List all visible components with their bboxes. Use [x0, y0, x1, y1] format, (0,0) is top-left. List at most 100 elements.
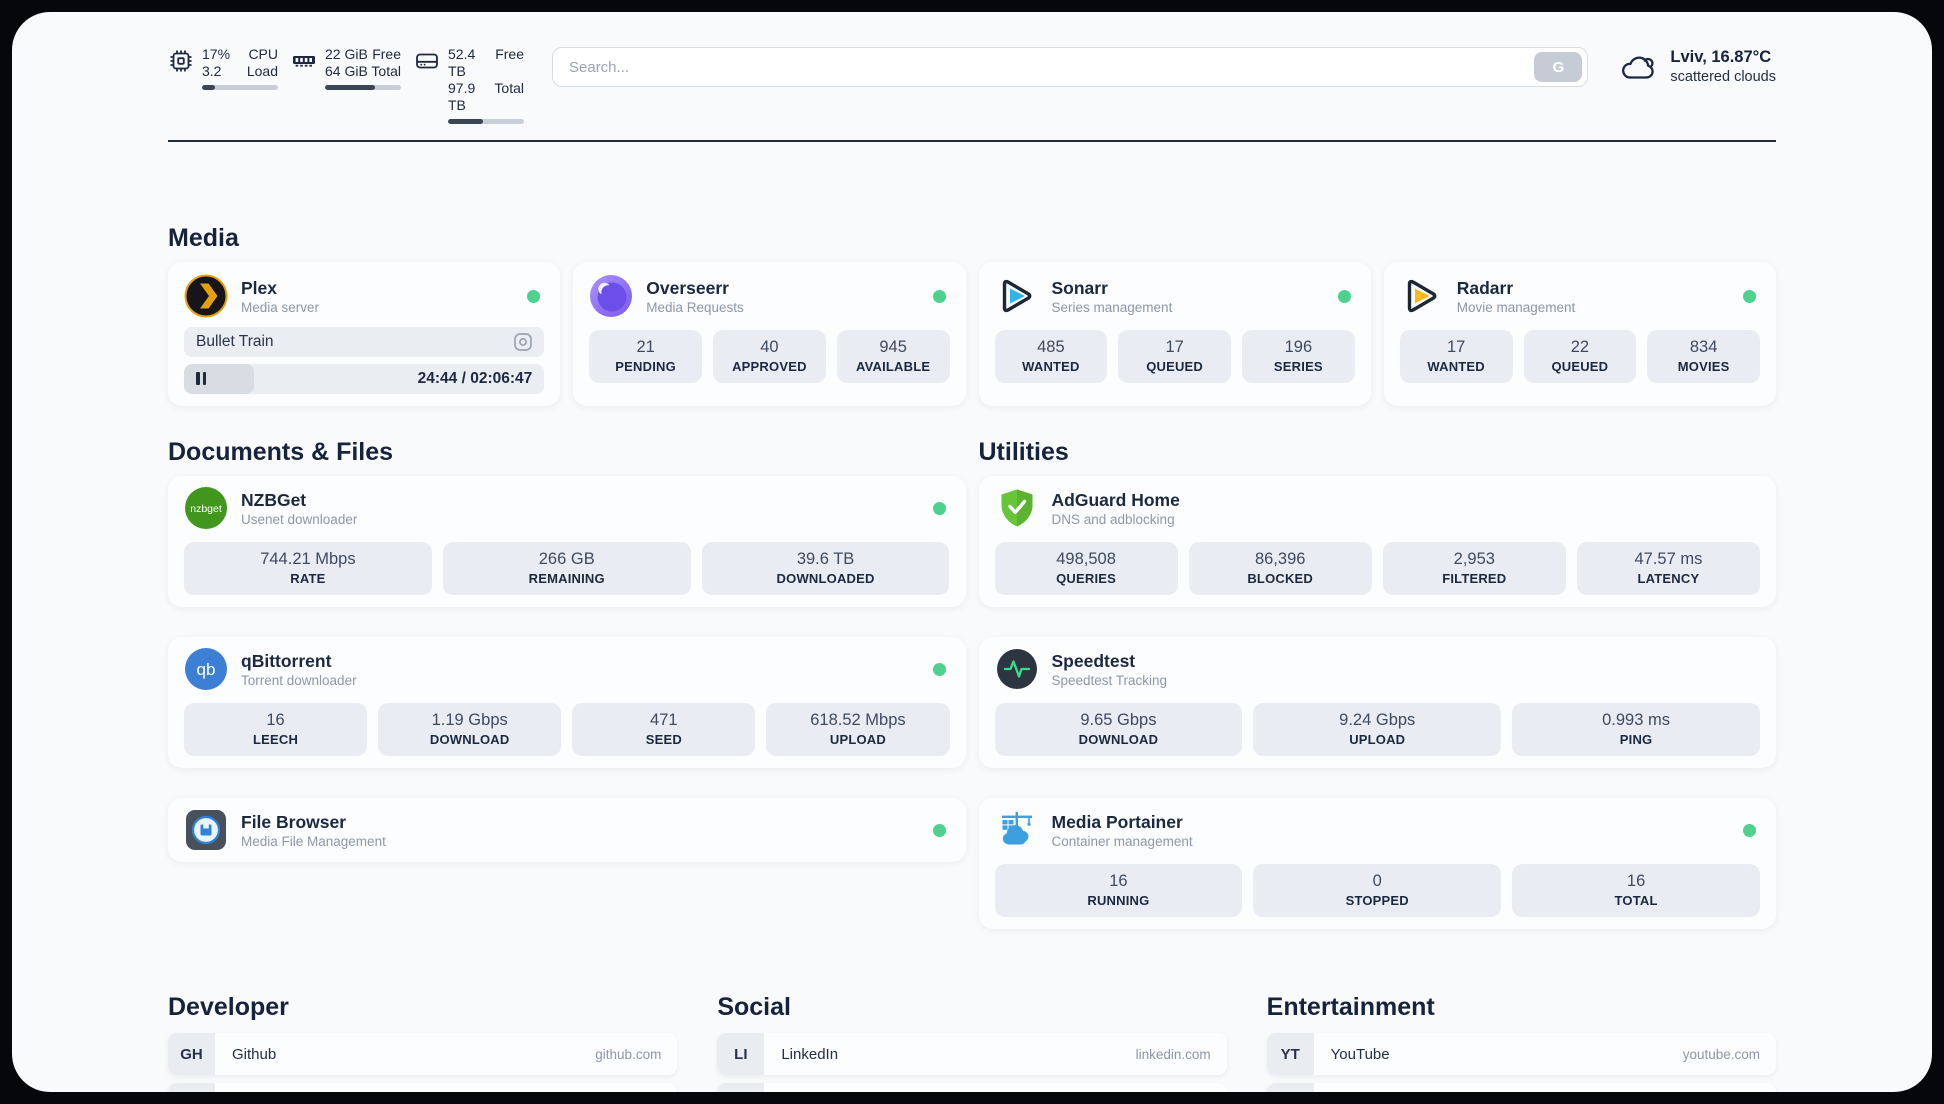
stat-filtered: 2,953 FILTERED [1382, 542, 1566, 595]
link-badge: TW [717, 1083, 765, 1092]
status-online-dot [1337, 289, 1351, 303]
app-name: Media Portainer [1051, 811, 1183, 832]
link-github[interactable]: GH Github github.com [168, 1033, 678, 1075]
link-name: Github [232, 1045, 277, 1063]
app-name: Overseerr [646, 277, 729, 298]
link-youtube[interactable]: YT YouTube youtube.com [1266, 1033, 1776, 1075]
stat-latency: 47.57 ms LATENCY [1576, 542, 1760, 595]
stat-approved: 40 APPROVED [713, 330, 826, 383]
developer-section-title: Developer [168, 993, 289, 1021]
memory-metric: 22 GiB Free 64 GiB Total [291, 46, 401, 90]
portainer-card[interactable]: Media Portainer Container management 16 … [978, 798, 1776, 929]
top-header: 17% CPU 3.2 Load [168, 12, 1776, 124]
stat-available: 945 AVAILABLE [836, 330, 950, 383]
stat-running: 16 RUNNING [994, 864, 1243, 917]
nzbget-logo-icon: nzbget [184, 486, 228, 530]
app-name: Sonarr [1051, 277, 1108, 298]
playback-progress-row: 24:44 / 02:06:47 [184, 364, 545, 394]
sonarr-card[interactable]: Sonarr Series management 485 WANTED 17 Q… [978, 262, 1371, 406]
stat-stopped: 0 STOPPED [1253, 864, 1502, 917]
qbittorrent-card[interactable]: qb qBittorrent Torrent downloader [168, 637, 966, 768]
app-name: NZBGet [241, 489, 307, 510]
adguard-card[interactable]: AdGuard Home DNS and adblocking 498,508 … [978, 476, 1776, 607]
stat-leech: 16 LEECH [184, 703, 368, 756]
search-input[interactable] [567, 57, 1535, 77]
stat-upload: 9.24 Gbps UPLOAD [1253, 703, 1502, 756]
app-subtitle: Speedtest Tracking [1051, 672, 1168, 688]
disk-total-label: Total [494, 80, 524, 96]
nzbget-card[interactable]: nzbget NZBGet Usenet downloader 74 [168, 476, 966, 607]
app-name: Radarr [1456, 277, 1514, 298]
status-online-dot [932, 501, 946, 515]
stat-blocked: 86,396 BLOCKED [1188, 542, 1372, 595]
stat-download: 1.19 Gbps DOWNLOAD [378, 703, 562, 756]
session-source-icon[interactable] [512, 331, 534, 353]
filebrowser-card[interactable]: File Browser Media File Management [168, 798, 966, 862]
disk-total-value: 97.9 TB [448, 80, 476, 113]
social-section-title: Social [717, 993, 791, 1021]
status-online-dot [932, 823, 946, 837]
disk-icon [414, 48, 440, 74]
search-engine-button[interactable]: G [1534, 52, 1583, 82]
link-url: github.com [595, 1046, 662, 1062]
link-url: linkedin.com [1135, 1046, 1211, 1062]
playback-progress-fill [184, 364, 255, 394]
documents-section: Documents & Files nzbget [168, 436, 966, 929]
stat-movies: 834 MOVIES [1647, 330, 1760, 383]
cpu-usage-label: CPU [248, 46, 278, 62]
ram-icon [291, 48, 317, 74]
link-twitter[interactable]: TW Twitter twitter.com [717, 1083, 1227, 1092]
link-name: LinkedIn [781, 1045, 839, 1063]
adguard-logo-icon [995, 486, 1039, 530]
stat-pending: 21 PENDING [589, 330, 702, 383]
stat-wanted: 485 WANTED [994, 330, 1108, 383]
portainer-logo-icon [995, 808, 1039, 852]
link-badge: LI [717, 1033, 765, 1075]
media-section: Media Plex Media server [168, 222, 1776, 406]
app-name: AdGuard Home [1051, 489, 1180, 510]
media-section-title: Media [168, 224, 239, 252]
disk-free-value: 52.4 TB [448, 46, 476, 79]
disk-metric: 52.4 TB Free 97.9 TB Total [414, 46, 524, 124]
overseerr-card[interactable]: Overseerr Media Requests 21 PENDING 40 A… [573, 262, 966, 406]
stat-wanted: 17 WANTED [1399, 330, 1513, 383]
stat-downloaded: 39.6 TB DOWNLOADED [701, 542, 950, 595]
app-subtitle: Usenet downloader [241, 511, 358, 527]
link-badge: YT [1266, 1033, 1314, 1075]
status-online-dot [1743, 823, 1756, 837]
filebrowser-logo-icon [184, 808, 228, 852]
radarr-card[interactable]: Radarr Movie management 17 WANTED 22 QUE… [1383, 262, 1776, 406]
memory-total-label: Total [371, 63, 401, 79]
link-netflix[interactable]: NF Netflix netflix.com [1266, 1083, 1776, 1092]
stat-queries: 498,508 QUERIES [994, 542, 1178, 595]
header-divider [168, 140, 1776, 142]
speedtest-card[interactable]: Speedtest Speedtest Tracking 9.65 Gbps D… [978, 637, 1776, 768]
memory-total-value: 64 GiB [325, 63, 368, 79]
link-stackoverflow[interactable]: SO StackOverflow stackoverflow.com [168, 1083, 678, 1092]
weather-condition: scattered clouds [1670, 69, 1776, 85]
status-online-dot [1743, 289, 1756, 303]
plex-card[interactable]: Plex Media server Bullet Train [168, 262, 561, 406]
link-linkedin[interactable]: LI LinkedIn linkedin.com [717, 1033, 1227, 1075]
app-subtitle: Container management [1051, 833, 1193, 849]
system-metrics: 17% CPU 3.2 Load [168, 46, 524, 124]
entertainment-section-title: Entertainment [1266, 993, 1435, 1021]
cloud-icon [1618, 47, 1658, 87]
social-section: Social LI LinkedIn linkedin.com TW Twitt… [717, 991, 1227, 1092]
stat-queued: 17 QUEUED [1118, 330, 1231, 383]
speedtest-logo-icon [995, 647, 1039, 691]
now-playing-title: Bullet Train [196, 333, 274, 350]
app-subtitle: Media Requests [646, 299, 744, 315]
pause-icon[interactable] [196, 372, 210, 386]
stat-download: 9.65 Gbps DOWNLOAD [994, 703, 1243, 756]
playback-time: 24:44 / 02:06:47 [417, 370, 533, 387]
cpu-icon [168, 48, 194, 74]
svg-text:qb: qb [197, 660, 216, 679]
search-bar: G [552, 47, 1589, 87]
link-name: YouTube [1330, 1045, 1390, 1063]
entertainment-section: Entertainment YT YouTube youtube.com NF … [1266, 991, 1776, 1092]
sonarr-logo-icon [995, 274, 1039, 318]
cpu-metric: 17% CPU 3.2 Load [168, 46, 278, 90]
radarr-logo-icon [1400, 274, 1444, 318]
